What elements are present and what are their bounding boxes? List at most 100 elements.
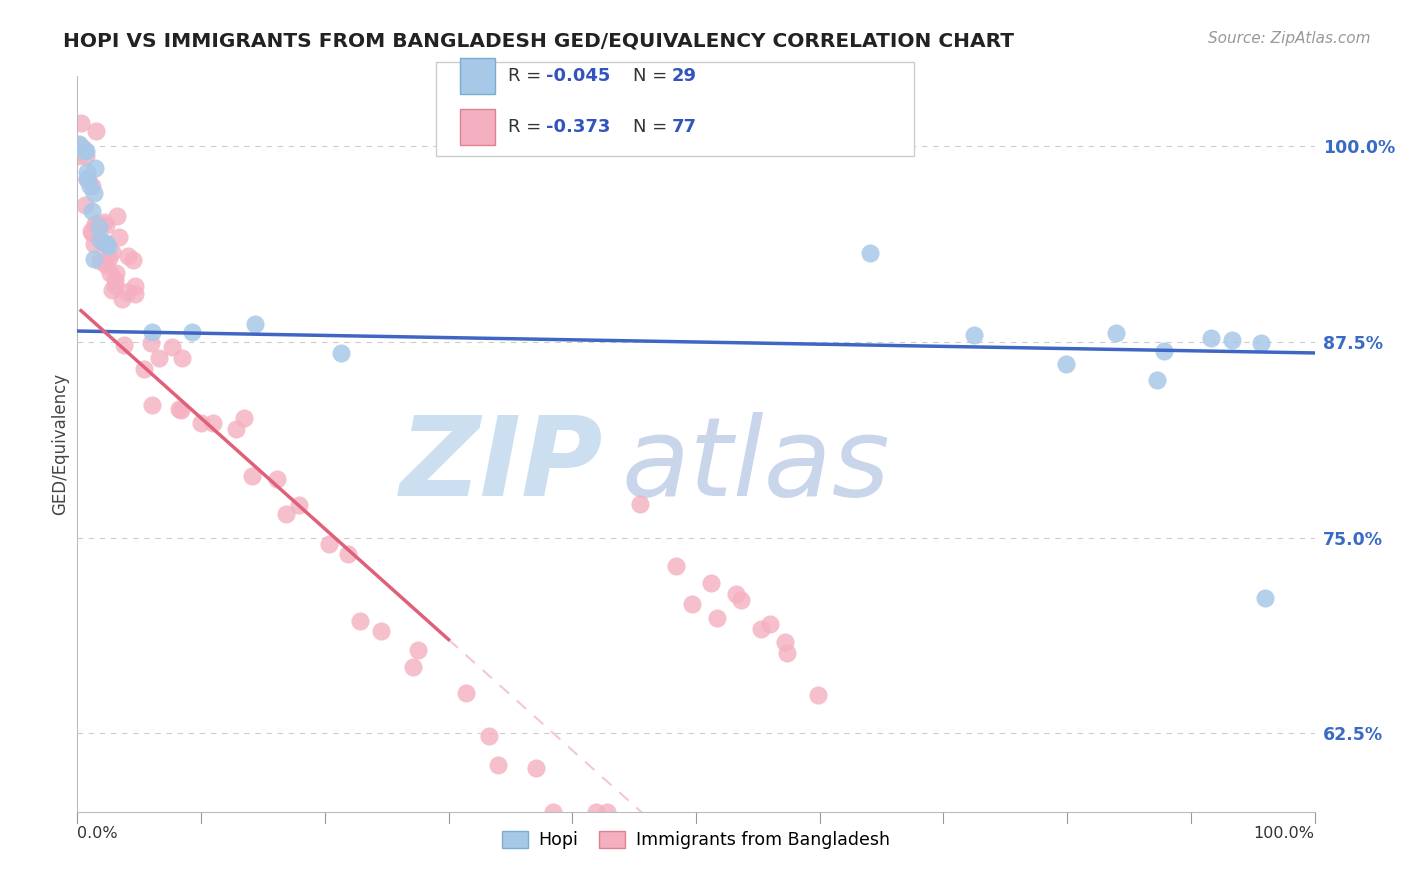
Point	[336, 547, 359, 561]
Point	[700, 575, 723, 590]
Point	[628, 497, 651, 511]
Point	[104, 266, 127, 280]
Point	[122, 252, 145, 267]
Point	[406, 643, 429, 657]
Legend: Hopi, Immigrants from Bangladesh: Hopi, Immigrants from Bangladesh	[495, 824, 897, 856]
Point	[773, 635, 796, 649]
Point	[1153, 343, 1175, 358]
Point	[202, 416, 225, 430]
Point	[859, 245, 882, 260]
Point	[190, 416, 212, 430]
Point	[1105, 326, 1128, 341]
Point	[94, 258, 117, 272]
Point	[76, 171, 98, 186]
Point	[1254, 591, 1277, 605]
Point	[80, 179, 103, 194]
Text: 29: 29	[672, 67, 697, 86]
Point	[73, 198, 96, 212]
Point	[288, 498, 311, 512]
Point	[243, 318, 266, 332]
Point	[98, 251, 121, 265]
Point	[1220, 333, 1243, 347]
Point	[101, 244, 124, 259]
Point	[402, 660, 425, 674]
Text: atlas: atlas	[621, 412, 890, 519]
Point	[963, 328, 986, 343]
Point	[69, 115, 91, 129]
Point	[141, 398, 163, 412]
Text: -0.045: -0.045	[546, 67, 610, 86]
Point	[240, 468, 263, 483]
Point	[758, 616, 780, 631]
Point	[349, 614, 371, 628]
Point	[1146, 374, 1168, 388]
Point	[84, 217, 107, 231]
Point	[67, 137, 90, 152]
Point	[524, 761, 547, 775]
Point	[75, 148, 97, 162]
Point	[86, 217, 108, 231]
Point	[1201, 330, 1223, 344]
Point	[225, 421, 247, 435]
Point	[89, 253, 111, 268]
Point	[76, 172, 98, 186]
Point	[75, 145, 97, 159]
Point	[87, 219, 110, 234]
Text: Source: ZipAtlas.com: Source: ZipAtlas.com	[1208, 31, 1371, 46]
Point	[486, 758, 509, 772]
Point	[665, 558, 688, 573]
Point	[83, 186, 105, 200]
Text: R =: R =	[508, 67, 547, 86]
Point	[111, 292, 134, 306]
Point	[541, 805, 564, 819]
Point	[167, 401, 190, 416]
Point	[776, 646, 799, 660]
Text: 77: 77	[672, 118, 697, 136]
Text: HOPI VS IMMIGRANTS FROM BANGLADESH GED/EQUIVALENCY CORRELATION CHART: HOPI VS IMMIGRANTS FROM BANGLADESH GED/E…	[63, 31, 1014, 50]
Point	[454, 686, 477, 700]
Point	[83, 252, 105, 266]
Point	[77, 172, 100, 186]
Point	[89, 233, 111, 247]
Point	[180, 325, 202, 339]
Point	[84, 124, 107, 138]
Point	[141, 325, 163, 339]
Point	[730, 593, 752, 607]
Point	[585, 805, 607, 819]
Point	[160, 340, 183, 354]
Text: ZIP: ZIP	[399, 412, 603, 519]
Point	[318, 537, 340, 551]
Text: -0.373: -0.373	[546, 118, 610, 136]
Point	[115, 285, 138, 300]
Point	[807, 688, 830, 702]
Text: 100.0%: 100.0%	[1254, 826, 1315, 841]
Point	[104, 277, 127, 292]
Point	[107, 230, 129, 244]
Point	[83, 237, 105, 252]
Y-axis label: GED/Equivalency: GED/Equivalency	[51, 373, 69, 515]
Point	[124, 286, 146, 301]
Point	[170, 403, 193, 417]
Point	[724, 586, 747, 600]
Point	[97, 239, 120, 253]
Point	[681, 597, 703, 611]
Point	[117, 249, 139, 263]
Point	[93, 214, 115, 228]
Point	[266, 473, 288, 487]
Point	[134, 362, 156, 376]
Point	[595, 805, 617, 819]
Text: 0.0%: 0.0%	[77, 826, 118, 841]
Point	[104, 273, 127, 287]
Point	[79, 224, 101, 238]
Point	[330, 346, 353, 360]
Point	[72, 141, 94, 155]
Point	[139, 335, 162, 350]
Point	[96, 235, 118, 250]
Point	[79, 178, 101, 193]
Point	[76, 164, 98, 178]
Point	[276, 508, 298, 522]
Point	[94, 236, 117, 251]
Point	[751, 622, 773, 636]
Point	[100, 266, 122, 280]
Point	[706, 610, 728, 624]
